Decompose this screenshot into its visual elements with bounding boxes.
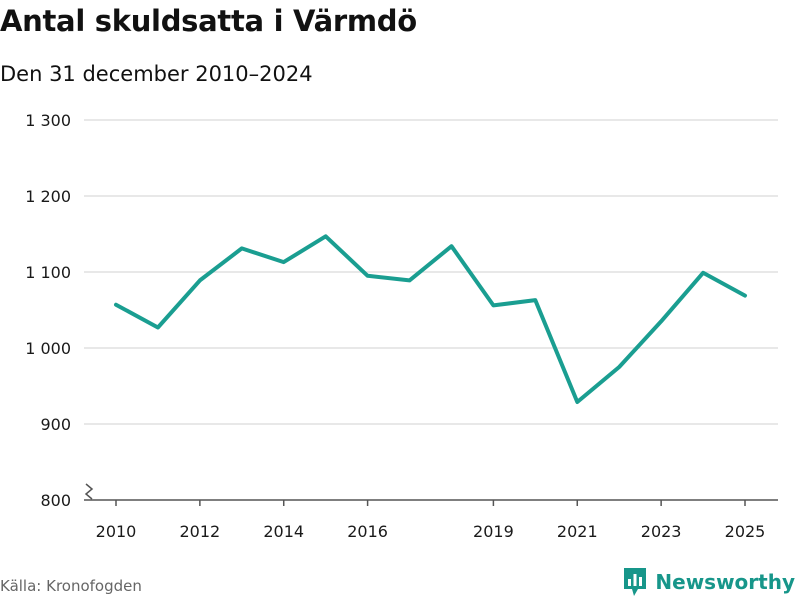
gridlines (84, 119, 778, 425)
chart-title: Antal skuldsatta i Värmdö (0, 4, 417, 38)
y-tick-label: 1 200 (25, 187, 71, 206)
y-tick-label: 1 300 (25, 111, 71, 130)
chart-subtitle: Den 31 december 2010–2024 (0, 62, 313, 86)
axis-break-icon (84, 483, 94, 500)
x-tick-label: 2023 (641, 522, 682, 541)
y-tick-label: 800 (40, 491, 71, 510)
x-tick-label: 2019 (473, 522, 514, 541)
y-axis-tick-labels: 800 900 1 000 1 100 1 200 1 300 (25, 111, 71, 510)
x-tick-label: 2014 (263, 522, 304, 541)
brand-logo: Newsworthy (623, 567, 795, 597)
brand-name: Newsworthy (655, 570, 795, 594)
series-line-0 (114, 234, 747, 404)
x-axis-tick-labels: 2010 2012 2014 2016 2019 2021 2023 2025 (96, 522, 766, 541)
y-tick-label: 1 100 (25, 263, 71, 282)
axis-break-mark (84, 483, 94, 500)
source-note: Källa: Kronofogden (0, 577, 142, 595)
y-tick-label: 900 (40, 415, 71, 434)
y-tick-label: 1 000 (25, 339, 71, 358)
x-tick-label: 2016 (347, 522, 388, 541)
x-tick-label: 2021 (557, 522, 598, 541)
x-tick-label: 2025 (725, 522, 766, 541)
x-tick-label: 2012 (180, 522, 221, 541)
series-group (114, 234, 747, 404)
newsworthy-logo-icon (624, 568, 647, 596)
x-axis (84, 499, 778, 506)
x-tick-label: 2010 (96, 522, 137, 541)
